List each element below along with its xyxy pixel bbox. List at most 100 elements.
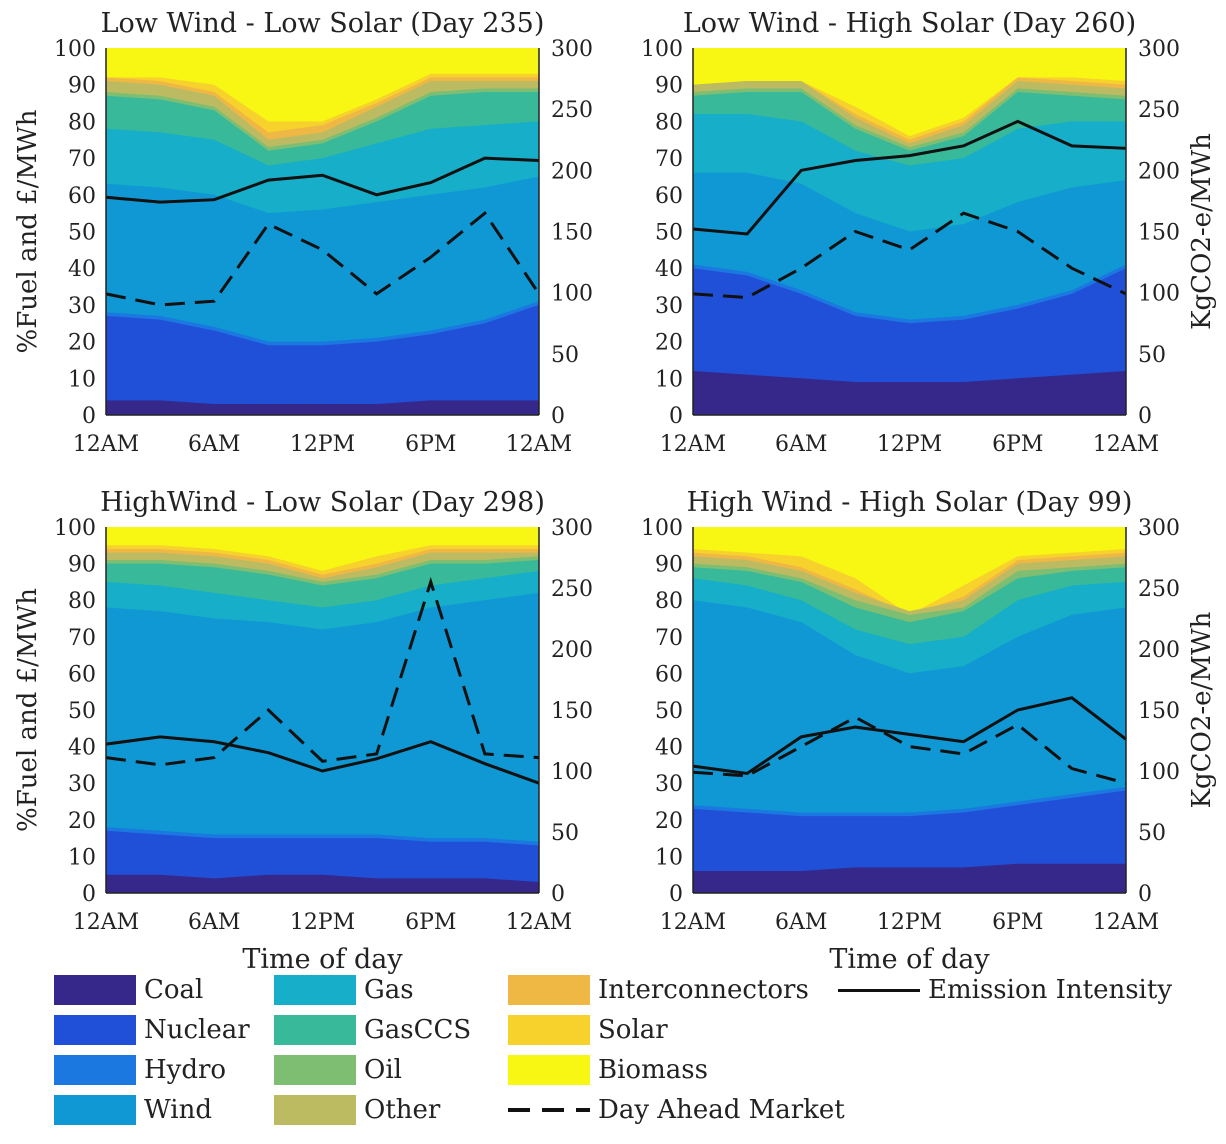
right-tick-label: 250 bbox=[551, 98, 593, 123]
right-tick-label: 250 bbox=[1138, 98, 1180, 123]
left-tick-label: 50 bbox=[68, 699, 96, 724]
right-tick-label: 100 bbox=[551, 282, 593, 307]
right-tick-label: 150 bbox=[1138, 699, 1180, 724]
left-tick-label: 70 bbox=[655, 626, 683, 651]
right-tick-label: 200 bbox=[1138, 638, 1180, 663]
left-tick-label: 10 bbox=[68, 367, 96, 392]
left-tick-label: 30 bbox=[68, 294, 96, 319]
day-ahead-market-line bbox=[692, 211, 1127, 300]
x-tick-label: 12AM bbox=[1093, 432, 1159, 457]
left-tick-label: 30 bbox=[68, 772, 96, 797]
left-tick-label: 40 bbox=[655, 736, 683, 761]
x-tick-label: 12PM bbox=[290, 910, 355, 935]
right-tick-label: 0 bbox=[1138, 882, 1152, 907]
left-tick-label: 0 bbox=[669, 882, 683, 907]
x-axis-label: Time of day bbox=[829, 944, 990, 975]
area-coal bbox=[693, 370, 1126, 415]
left-tick-label: 30 bbox=[655, 294, 683, 319]
right-tick-label: 50 bbox=[1138, 343, 1166, 368]
right-tick-label: 50 bbox=[551, 821, 579, 846]
left-tick-label: 10 bbox=[68, 845, 96, 870]
emission-intensity-line bbox=[105, 735, 540, 785]
x-tick-label: 6AM bbox=[188, 432, 240, 457]
left-tick-label: 10 bbox=[655, 845, 683, 870]
x-tick-label: 6PM bbox=[992, 910, 1043, 935]
area-wind bbox=[106, 592, 539, 893]
left-tick-label: 60 bbox=[655, 184, 683, 209]
left-tick-label: 70 bbox=[655, 147, 683, 172]
x-tick-label: 12PM bbox=[877, 432, 942, 457]
right-tick-label: 150 bbox=[551, 221, 593, 246]
left-tick-label: 90 bbox=[655, 74, 683, 99]
x-tick-label: 12AM bbox=[1093, 910, 1159, 935]
left-tick-label: 0 bbox=[669, 404, 683, 429]
left-tick-label: 100 bbox=[641, 516, 683, 541]
day-ahead-market-line bbox=[692, 715, 1127, 785]
left-tick-label: 50 bbox=[655, 699, 683, 724]
right-tick-label: 250 bbox=[551, 577, 593, 602]
x-tick-label: 12AM bbox=[506, 910, 572, 935]
x-tick-label: 12AM bbox=[660, 432, 726, 457]
x-tick-label: 12AM bbox=[506, 432, 572, 457]
x-tick-label: 12AM bbox=[660, 910, 726, 935]
panel-2: 0 10 20 30 40 50 60 70 80 90 100 0 50 100 150 200 250 300… bbox=[641, 8, 1217, 457]
panel-3: 0 10 20 30 40 50 60 70 80 90 100 0 50 100 150 200 250 300… bbox=[13, 487, 593, 975]
area-nuclear bbox=[106, 830, 539, 893]
right-tick-label: 250 bbox=[1138, 577, 1180, 602]
left-tick-label: 40 bbox=[655, 257, 683, 282]
right-tick-label: 200 bbox=[1138, 159, 1180, 184]
day-ahead-market-line bbox=[105, 576, 540, 767]
x-tick-label: 12PM bbox=[877, 910, 942, 935]
right-tick-label: 100 bbox=[1138, 282, 1180, 307]
x-tick-label: 6PM bbox=[405, 432, 456, 457]
left-tick-label: 100 bbox=[54, 37, 96, 62]
area-coal bbox=[693, 863, 1126, 893]
left-axis-label: %Fuel and £/MWh bbox=[13, 588, 43, 832]
x-tick-label: 6PM bbox=[992, 432, 1043, 457]
left-tick-label: 80 bbox=[68, 589, 96, 614]
left-tick-label: 60 bbox=[68, 184, 96, 209]
emission-intensity-line bbox=[692, 696, 1127, 776]
panel-title: Low Wind - Low Solar (Day 235) bbox=[101, 8, 545, 39]
left-tick-label: 60 bbox=[655, 662, 683, 687]
right-tick-label: 300 bbox=[551, 516, 593, 541]
x-axis-label: Time of day bbox=[242, 944, 403, 975]
left-tick-label: 90 bbox=[68, 74, 96, 99]
left-tick-label: 70 bbox=[68, 626, 96, 651]
left-tick-label: 20 bbox=[68, 809, 96, 834]
x-tick-label: 12PM bbox=[290, 432, 355, 457]
day-ahead-market-line bbox=[105, 210, 541, 307]
x-tick-label: 6PM bbox=[405, 910, 456, 935]
panel-title: Low Wind - High Solar (Day 260) bbox=[683, 8, 1136, 39]
left-tick-label: 0 bbox=[82, 882, 96, 907]
right-axis-label: KgCO2-e/MWh bbox=[1187, 133, 1217, 330]
left-tick-label: 30 bbox=[655, 772, 683, 797]
left-tick-label: 40 bbox=[68, 736, 96, 761]
right-tick-label: 0 bbox=[1138, 404, 1152, 429]
right-tick-label: 300 bbox=[551, 37, 593, 62]
x-tick-label: 6AM bbox=[775, 910, 827, 935]
left-tick-label: 100 bbox=[641, 37, 683, 62]
right-tick-label: 300 bbox=[1138, 516, 1180, 541]
left-tick-label: 90 bbox=[68, 553, 96, 578]
x-tick-label: 6AM bbox=[188, 910, 240, 935]
panel-4: 0 10 20 30 40 50 60 70 80 90 100 0 50 100 150 200 250 300… bbox=[641, 487, 1217, 975]
right-axis-label: KgCO2-e/MWh bbox=[1187, 611, 1217, 808]
area-coal bbox=[106, 400, 539, 415]
left-tick-label: 70 bbox=[68, 147, 96, 172]
left-tick-label: 50 bbox=[655, 221, 683, 246]
left-tick-label: 10 bbox=[655, 367, 683, 392]
panel-title: HighWind - Low Solar (Day 298) bbox=[100, 487, 545, 518]
right-tick-label: 50 bbox=[1138, 821, 1166, 846]
panel-title: High Wind - High Solar (Day 99) bbox=[687, 487, 1133, 518]
left-tick-label: 80 bbox=[68, 110, 96, 135]
area-nuclear bbox=[106, 304, 539, 415]
left-tick-label: 90 bbox=[655, 553, 683, 578]
right-tick-label: 100 bbox=[551, 760, 593, 785]
panel-1: 0 10 20 30 40 50 60 70 80 90 100 0 50 100 150 200 250 300… bbox=[13, 8, 593, 457]
right-tick-label: 200 bbox=[551, 159, 593, 184]
emission-intensity-line bbox=[692, 119, 1127, 236]
right-tick-label: 0 bbox=[551, 882, 565, 907]
x-tick-label: 6AM bbox=[775, 432, 827, 457]
